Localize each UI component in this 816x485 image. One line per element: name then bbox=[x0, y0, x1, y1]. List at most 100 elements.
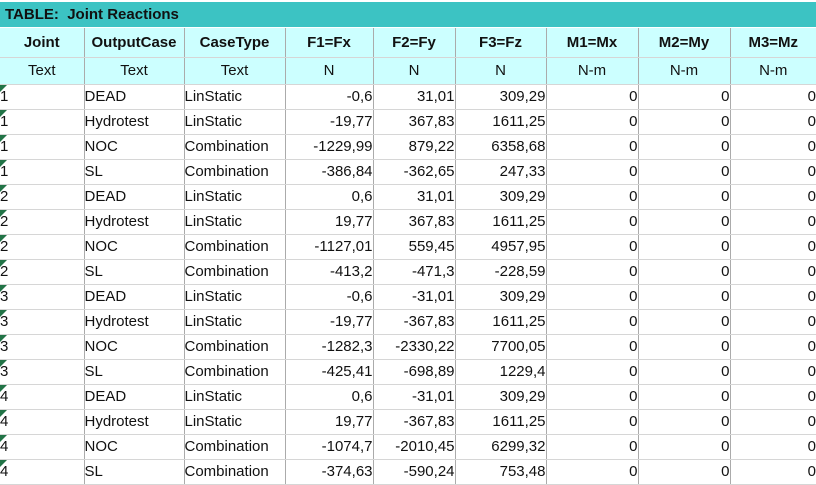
table-cell[interactable]: -367,83 bbox=[373, 309, 456, 335]
table-cell[interactable]: DEAD bbox=[84, 284, 185, 310]
table-cell[interactable]: 247,33 bbox=[455, 159, 547, 185]
table-cell[interactable]: 0 bbox=[546, 434, 639, 460]
table-cell[interactable]: -0,6 bbox=[285, 84, 374, 110]
table-cell[interactable]: -367,83 bbox=[373, 409, 456, 435]
table-cell[interactable]: 1229,4 bbox=[455, 359, 547, 385]
table-cell[interactable]: LinStatic bbox=[184, 109, 286, 135]
table-cell[interactable]: -413,2 bbox=[285, 259, 374, 285]
table-cell[interactable]: Hydrotest bbox=[84, 409, 185, 435]
joint-cell[interactable]: 4 bbox=[0, 384, 85, 410]
table-cell[interactable]: LinStatic bbox=[184, 409, 286, 435]
column-header-casetype[interactable]: CaseType bbox=[184, 28, 286, 58]
table-cell[interactable]: 0 bbox=[638, 234, 731, 260]
column-header-f1-fx[interactable]: F1=Fx bbox=[285, 28, 374, 58]
table-cell[interactable]: 31,01 bbox=[373, 184, 456, 210]
column-unit-2[interactable]: Text bbox=[184, 57, 286, 85]
table-cell[interactable]: Combination bbox=[184, 359, 286, 385]
joint-cell[interactable]: 2 bbox=[0, 259, 85, 285]
joint-cell[interactable]: 1 bbox=[0, 159, 85, 185]
table-cell[interactable]: NOC bbox=[84, 134, 185, 160]
table-cell[interactable]: 0 bbox=[546, 209, 639, 235]
table-cell[interactable]: 6299,32 bbox=[455, 434, 547, 460]
table-cell[interactable]: 0 bbox=[546, 109, 639, 135]
column-unit-7[interactable]: N-m bbox=[638, 57, 731, 85]
table-cell[interactable]: 6358,68 bbox=[455, 134, 547, 160]
table-cell[interactable]: 0,6 bbox=[285, 184, 374, 210]
column-unit-6[interactable]: N-m bbox=[546, 57, 639, 85]
table-cell[interactable]: -590,24 bbox=[373, 459, 456, 485]
table-cell[interactable]: NOC bbox=[84, 334, 185, 360]
column-header-f3-fz[interactable]: F3=Fz bbox=[455, 28, 547, 58]
joint-cell[interactable]: 1 bbox=[0, 109, 85, 135]
table-cell[interactable]: NOC bbox=[84, 434, 185, 460]
table-cell[interactable]: 309,29 bbox=[455, 384, 547, 410]
table-cell[interactable]: 0 bbox=[638, 159, 731, 185]
table-cell[interactable]: 0 bbox=[546, 284, 639, 310]
table-cell[interactable]: DEAD bbox=[84, 384, 185, 410]
table-cell[interactable]: -362,65 bbox=[373, 159, 456, 185]
table-cell[interactable]: SL bbox=[84, 159, 185, 185]
table-cell[interactable]: -31,01 bbox=[373, 384, 456, 410]
table-title-bar[interactable]: TABLE: Joint Reactions bbox=[0, 2, 816, 27]
table-cell[interactable]: 0 bbox=[546, 134, 639, 160]
table-cell[interactable]: 0 bbox=[730, 159, 816, 185]
table-cell[interactable]: 0 bbox=[546, 84, 639, 110]
table-cell[interactable]: 0 bbox=[638, 334, 731, 360]
table-cell[interactable]: 0 bbox=[638, 134, 731, 160]
table-cell[interactable]: 0 bbox=[730, 359, 816, 385]
table-cell[interactable]: -228,59 bbox=[455, 259, 547, 285]
table-cell[interactable]: -2010,45 bbox=[373, 434, 456, 460]
column-header-m3-mz[interactable]: M3=Mz bbox=[730, 28, 816, 58]
table-cell[interactable]: SL bbox=[84, 259, 185, 285]
joint-cell[interactable]: 1 bbox=[0, 134, 85, 160]
joint-cell[interactable]: 3 bbox=[0, 334, 85, 360]
table-cell[interactable]: LinStatic bbox=[184, 84, 286, 110]
table-cell[interactable]: LinStatic bbox=[184, 384, 286, 410]
table-cell[interactable]: 0 bbox=[638, 359, 731, 385]
table-cell[interactable]: 0 bbox=[730, 459, 816, 485]
joint-cell[interactable]: 3 bbox=[0, 284, 85, 310]
table-cell[interactable]: -1229,99 bbox=[285, 134, 374, 160]
table-cell[interactable]: -19,77 bbox=[285, 109, 374, 135]
table-cell[interactable]: 31,01 bbox=[373, 84, 456, 110]
table-cell[interactable]: Combination bbox=[184, 459, 286, 485]
column-unit-3[interactable]: N bbox=[285, 57, 374, 85]
table-cell[interactable]: Hydrotest bbox=[84, 209, 185, 235]
joint-cell[interactable]: 1 bbox=[0, 84, 85, 110]
table-cell[interactable]: 0 bbox=[730, 309, 816, 335]
table-cell[interactable]: 7700,05 bbox=[455, 334, 547, 360]
table-cell[interactable]: 0 bbox=[546, 159, 639, 185]
table-cell[interactable]: 0 bbox=[730, 84, 816, 110]
column-header-m2-my[interactable]: M2=My bbox=[638, 28, 731, 58]
table-cell[interactable]: Hydrotest bbox=[84, 109, 185, 135]
column-unit-5[interactable]: N bbox=[455, 57, 547, 85]
table-cell[interactable]: 0 bbox=[730, 334, 816, 360]
table-cell[interactable]: NOC bbox=[84, 234, 185, 260]
table-cell[interactable]: -425,41 bbox=[285, 359, 374, 385]
table-cell[interactable]: 0 bbox=[638, 384, 731, 410]
table-cell[interactable]: 4957,95 bbox=[455, 234, 547, 260]
table-cell[interactable]: SL bbox=[84, 359, 185, 385]
table-cell[interactable]: 0 bbox=[546, 259, 639, 285]
table-cell[interactable]: 0 bbox=[730, 384, 816, 410]
joint-cell[interactable]: 4 bbox=[0, 434, 85, 460]
table-cell[interactable]: 0 bbox=[638, 309, 731, 335]
table-cell[interactable]: -1074,7 bbox=[285, 434, 374, 460]
table-cell[interactable]: 0 bbox=[730, 184, 816, 210]
table-cell[interactable]: SL bbox=[84, 459, 185, 485]
table-cell[interactable]: 367,83 bbox=[373, 209, 456, 235]
table-cell[interactable]: 0,6 bbox=[285, 384, 374, 410]
table-cell[interactable]: Hydrotest bbox=[84, 309, 185, 335]
joint-cell[interactable]: 4 bbox=[0, 459, 85, 485]
column-unit-8[interactable]: N-m bbox=[730, 57, 816, 85]
joint-cell[interactable]: 2 bbox=[0, 209, 85, 235]
table-cell[interactable]: Combination bbox=[184, 334, 286, 360]
table-cell[interactable]: 0 bbox=[730, 134, 816, 160]
table-cell[interactable]: 559,45 bbox=[373, 234, 456, 260]
table-cell[interactable]: 879,22 bbox=[373, 134, 456, 160]
table-cell[interactable]: -31,01 bbox=[373, 284, 456, 310]
table-cell[interactable]: -1282,3 bbox=[285, 334, 374, 360]
table-cell[interactable]: 367,83 bbox=[373, 109, 456, 135]
column-header-outputcase[interactable]: OutputCase bbox=[84, 28, 185, 58]
table-cell[interactable]: 0 bbox=[638, 284, 731, 310]
